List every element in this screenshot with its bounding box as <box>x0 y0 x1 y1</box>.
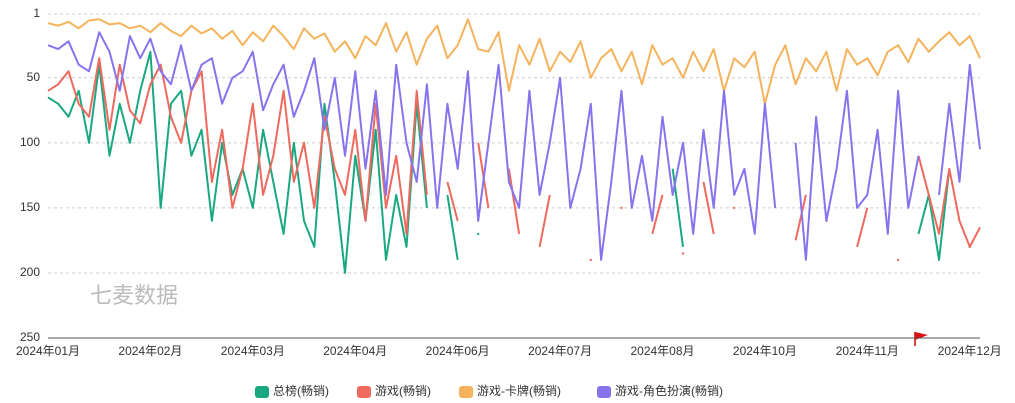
y-tick-label: 1 <box>33 6 40 20</box>
series-line <box>507 168 521 235</box>
flag-icon <box>914 332 928 346</box>
series-line <box>917 168 951 261</box>
series-line <box>446 194 459 261</box>
x-tick-label: 2024年07月 <box>528 344 592 358</box>
series-line <box>47 18 981 105</box>
series-line <box>446 181 459 222</box>
x-tick-label: 2024年02月 <box>118 344 182 358</box>
series-line <box>651 194 664 235</box>
x-tick-label: 2024年06月 <box>426 344 490 358</box>
legend-label: 游戏(畅销) <box>375 384 431 398</box>
y-tick-label: 150 <box>20 200 40 214</box>
series-line <box>794 89 920 261</box>
x-tick-label: 2024年04月 <box>323 344 387 358</box>
x-tick-label: 2024年11月 <box>836 344 899 358</box>
series-point <box>620 206 623 210</box>
series-line <box>917 155 981 248</box>
y-tick-label: 50 <box>27 70 41 84</box>
legend-swatch <box>357 386 371 398</box>
y-tick-label: 250 <box>20 330 40 344</box>
series-point <box>477 232 480 236</box>
x-tick-label: 2024年03月 <box>221 344 285 358</box>
series-line <box>47 31 777 261</box>
x-tick-label: 2024年10月 <box>733 344 797 358</box>
legend-label: 总榜(畅销) <box>273 383 329 398</box>
y-tick-label: 200 <box>20 265 40 279</box>
series-point <box>733 206 736 210</box>
series-line <box>794 194 807 241</box>
legend-swatch <box>597 386 611 398</box>
x-tick-label: 2024年08月 <box>630 344 694 358</box>
series-point <box>589 258 592 262</box>
series-line <box>938 63 981 196</box>
series-line <box>538 194 551 248</box>
legend-label: 游戏-卡牌(畅销) <box>477 384 561 398</box>
legend-label: 游戏-角色扮演(畅销) <box>615 383 723 398</box>
y-tick-label: 100 <box>20 135 40 149</box>
series-point <box>681 252 685 255</box>
legend-swatch <box>255 386 269 398</box>
series-line <box>856 207 869 248</box>
x-tick-label: 2024年12月 <box>938 344 1002 358</box>
series-point <box>896 258 900 262</box>
x-tick-label: 2024年01月 <box>16 344 80 358</box>
series-line <box>702 181 715 235</box>
legend-swatch <box>459 386 473 398</box>
series-line <box>47 57 428 235</box>
watermark: 七麦数据 <box>90 283 178 308</box>
